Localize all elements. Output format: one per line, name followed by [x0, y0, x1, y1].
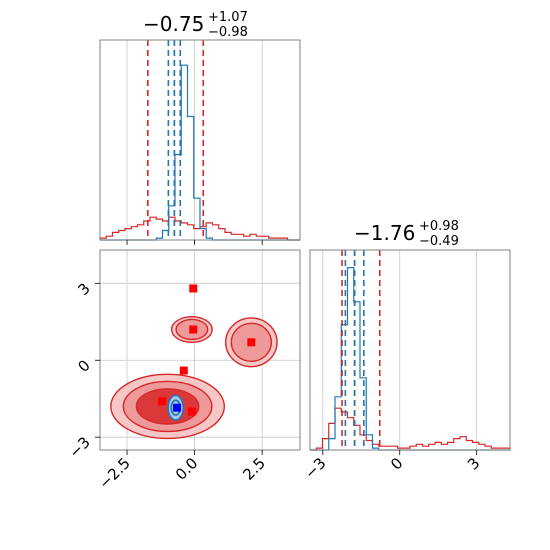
y-tick-label: 0 [74, 356, 93, 375]
x-tick-label: −2.5 [95, 454, 133, 492]
x-tick-label: 2.5 [239, 454, 269, 484]
param2-title-minus: −0.49 [419, 234, 459, 249]
hist-red-series [99, 216, 300, 241]
panel-frame [309, 249, 511, 451]
x-tick-label: 0.0 [172, 454, 202, 484]
hist-blue-series [100, 64, 300, 241]
x-tick-label: 3 [464, 454, 483, 473]
x-tick-label: −3 [301, 454, 329, 482]
param1-title-plus: +1.07 [208, 10, 248, 25]
panel-frame [99, 249, 301, 451]
param1-histogram-panel [99, 39, 301, 245]
y-tick-label: 3 [74, 279, 93, 298]
x-tick-label: 0 [387, 454, 406, 473]
blue-point-marker [173, 403, 182, 412]
red-point-marker [189, 284, 198, 293]
joint-contour-panel [95, 249, 301, 455]
panel-frame [99, 39, 301, 241]
hist-red-series [310, 407, 511, 451]
param2-title: −1.76 +0.98 −0.49 [354, 219, 459, 249]
red-point-marker [187, 407, 196, 416]
red-point-marker [179, 366, 188, 375]
hist-blue-series [310, 267, 510, 451]
red-point-marker [189, 325, 198, 334]
param1-title: −0.75 +1.07 −0.98 [143, 10, 248, 40]
param2-histogram-panel [309, 249, 511, 455]
y-tick-label: −3 [65, 433, 93, 461]
param1-title-value: −0.75 [143, 12, 204, 36]
param1-title-minus: −0.98 [208, 25, 248, 40]
param2-title-value: −1.76 [354, 221, 415, 245]
param2-title-plus: +0.98 [419, 219, 459, 234]
red-point-marker [158, 397, 167, 406]
red-point-marker [247, 338, 256, 347]
